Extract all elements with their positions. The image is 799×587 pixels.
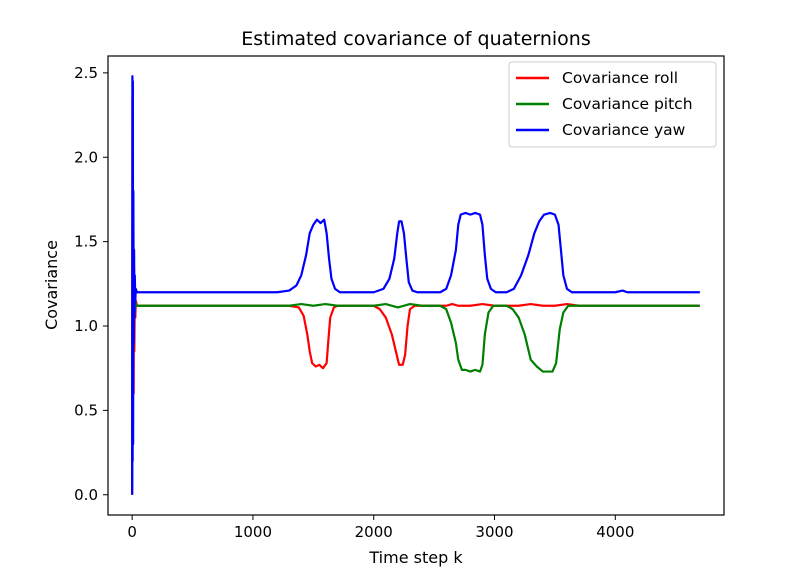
legend: Covariance roll Covariance pitch Covaria… (508, 61, 717, 148)
y-tick-label: 2.5 (74, 64, 98, 82)
y-tick-label: 0.5 (74, 401, 98, 419)
legend-label-pitch: Covariance pitch (562, 95, 693, 113)
series-line-roll (131, 97, 700, 495)
legend-box (508, 61, 717, 148)
series-group (131, 75, 700, 495)
series-line-yaw (131, 75, 700, 495)
y-tick-label: 1.0 (74, 317, 98, 335)
x-tick-label: 4000 (596, 523, 634, 541)
legend-label-yaw: Covariance yaw (562, 121, 686, 139)
x-axis-title: Time step k (368, 548, 463, 567)
x-tick-label: 2000 (355, 523, 393, 541)
x-axis: 0 1000 2000 3000 4000 (127, 515, 634, 541)
y-tick-label: 1.5 (74, 233, 98, 251)
y-axis: 0.0 0.5 1.0 1.5 2.0 2.5 (74, 64, 108, 504)
y-tick-label: 2.0 (74, 148, 98, 166)
plot-frame (107, 55, 725, 516)
y-tick-label: 0.0 (74, 486, 98, 504)
y-axis-title: Covariance (42, 240, 61, 330)
x-tick-label: 1000 (234, 523, 272, 541)
x-tick-label: 0 (127, 523, 137, 541)
x-tick-label: 3000 (475, 523, 513, 541)
legend-label-roll: Covariance roll (562, 69, 678, 87)
series-line-pitch (131, 223, 700, 487)
chart-title: Estimated covariance of quaternions (241, 28, 591, 50)
